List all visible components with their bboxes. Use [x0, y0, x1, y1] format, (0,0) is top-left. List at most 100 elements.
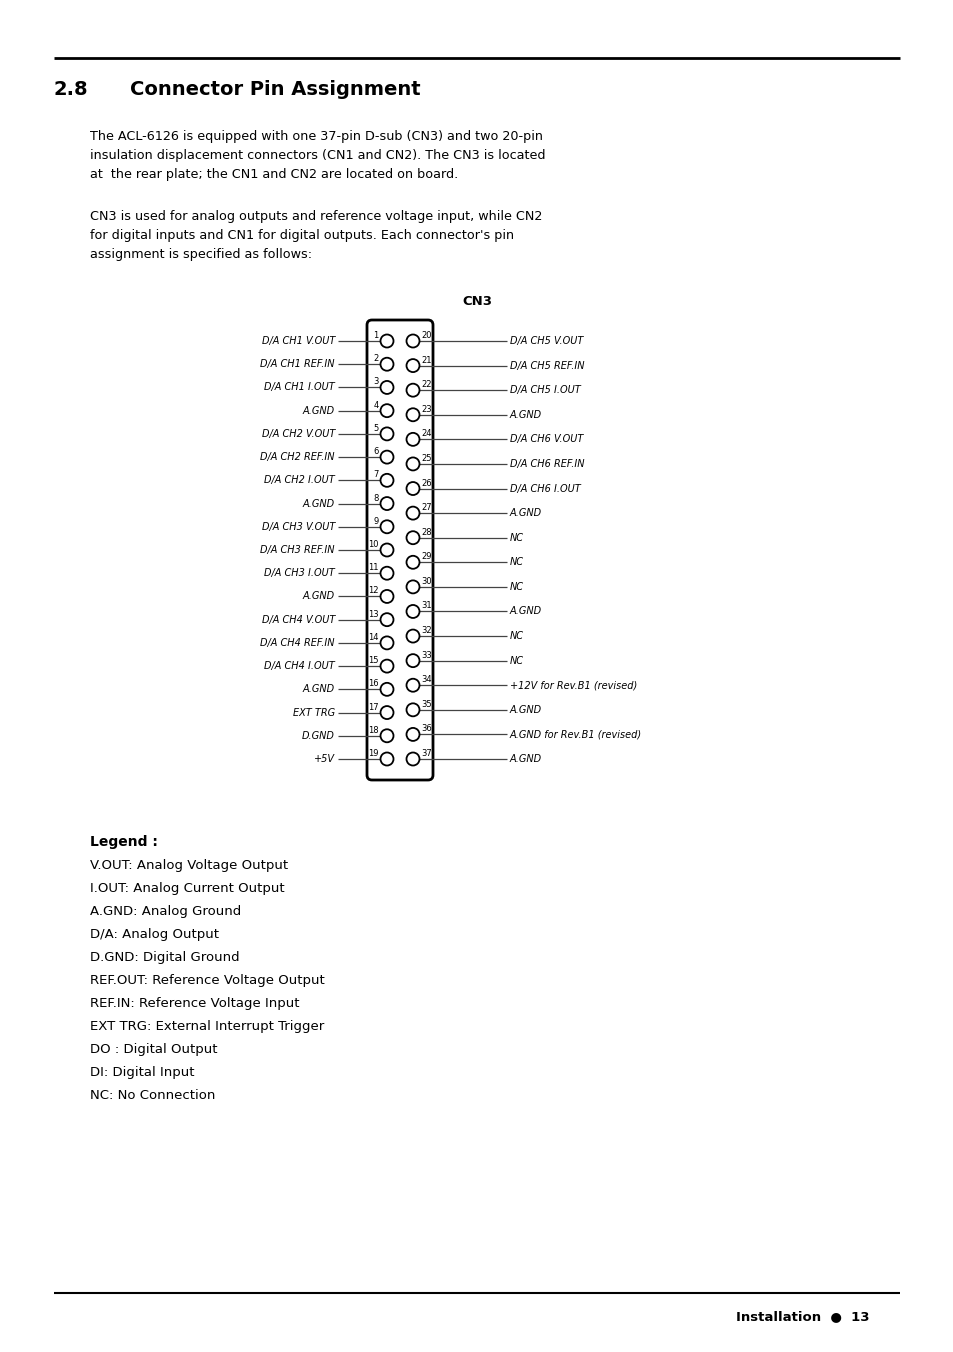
Text: 16: 16 [368, 679, 378, 688]
Circle shape [380, 358, 393, 370]
Text: 24: 24 [421, 430, 432, 438]
Text: REF.OUT: Reference Voltage Output: REF.OUT: Reference Voltage Output [90, 973, 324, 987]
Text: A.GND: A.GND [302, 499, 335, 508]
Text: NC: NC [510, 581, 523, 592]
Text: V.OUT: Analog Voltage Output: V.OUT: Analog Voltage Output [90, 859, 288, 872]
Text: NC: NC [510, 533, 523, 542]
Text: DI: Digital Input: DI: Digital Input [90, 1065, 194, 1079]
Circle shape [380, 473, 393, 487]
Text: 2.8: 2.8 [54, 80, 89, 99]
Text: 19: 19 [368, 749, 378, 758]
Text: D.GND: Digital Ground: D.GND: Digital Ground [90, 950, 239, 964]
Text: D/A CH1 REF.IN: D/A CH1 REF.IN [260, 360, 335, 369]
Text: EXT TRG: External Interrupt Trigger: EXT TRG: External Interrupt Trigger [90, 1019, 324, 1033]
Circle shape [406, 360, 419, 372]
Text: NC: No Connection: NC: No Connection [90, 1088, 215, 1102]
Text: D/A: Analog Output: D/A: Analog Output [90, 927, 219, 941]
Text: A.GND: A.GND [510, 607, 541, 617]
Text: NC: NC [510, 656, 523, 665]
Circle shape [406, 727, 419, 741]
Text: 20: 20 [421, 331, 432, 339]
Text: A.GND: A.GND [510, 754, 541, 764]
Circle shape [406, 433, 419, 446]
Circle shape [406, 630, 419, 642]
Text: A.GND: A.GND [510, 410, 541, 419]
Text: 1: 1 [373, 331, 378, 339]
Circle shape [380, 427, 393, 441]
Circle shape [380, 404, 393, 418]
Text: D/A CH4 I.OUT: D/A CH4 I.OUT [264, 661, 335, 671]
Text: 2: 2 [373, 354, 378, 364]
Text: D/A CH1 I.OUT: D/A CH1 I.OUT [264, 383, 335, 392]
Text: REF.IN: Reference Voltage Input: REF.IN: Reference Voltage Input [90, 996, 299, 1010]
Text: 6: 6 [373, 448, 378, 456]
Circle shape [380, 521, 393, 533]
Circle shape [406, 384, 419, 396]
Circle shape [406, 408, 419, 422]
Text: 31: 31 [421, 602, 432, 611]
Text: Legend :: Legend : [90, 836, 157, 849]
Text: I.OUT: Analog Current Output: I.OUT: Analog Current Output [90, 882, 284, 895]
Circle shape [406, 483, 419, 495]
Text: D/A CH5 REF.IN: D/A CH5 REF.IN [510, 361, 584, 370]
Text: A.GND: A.GND [302, 684, 335, 695]
FancyBboxPatch shape [367, 320, 433, 780]
Text: A.GND: Analog Ground: A.GND: Analog Ground [90, 904, 241, 918]
Text: Connector Pin Assignment: Connector Pin Assignment [130, 80, 420, 99]
Circle shape [380, 450, 393, 464]
Text: D/A CH2 I.OUT: D/A CH2 I.OUT [264, 476, 335, 485]
Circle shape [406, 703, 419, 717]
Circle shape [380, 729, 393, 742]
Circle shape [380, 498, 393, 510]
Text: +12V for Rev.B1 (revised): +12V for Rev.B1 (revised) [510, 680, 637, 691]
Text: The ACL-6126 is equipped with one 37-pin D-sub (CN3) and two 20-pin
insulation d: The ACL-6126 is equipped with one 37-pin… [90, 130, 545, 181]
Circle shape [406, 507, 419, 519]
Text: EXT TRG: EXT TRG [293, 707, 335, 718]
Text: D/A CH5 I.OUT: D/A CH5 I.OUT [510, 385, 580, 395]
Text: 28: 28 [421, 527, 432, 537]
Text: D/A CH2 V.OUT: D/A CH2 V.OUT [261, 429, 335, 439]
Circle shape [380, 753, 393, 765]
Circle shape [380, 589, 393, 603]
Text: D/A CH3 REF.IN: D/A CH3 REF.IN [260, 545, 335, 556]
Text: 9: 9 [373, 516, 378, 526]
Text: D/A CH2 REF.IN: D/A CH2 REF.IN [260, 452, 335, 462]
Text: D/A CH3 I.OUT: D/A CH3 I.OUT [264, 568, 335, 579]
Text: 5: 5 [373, 425, 378, 433]
Text: D/A CH4 REF.IN: D/A CH4 REF.IN [260, 638, 335, 648]
Text: 14: 14 [368, 633, 378, 642]
Text: A.GND: A.GND [302, 591, 335, 602]
Text: 17: 17 [368, 703, 378, 711]
Circle shape [380, 544, 393, 557]
Text: D.GND: D.GND [302, 731, 335, 741]
Text: A.GND: A.GND [510, 508, 541, 518]
Text: DO : Digital Output: DO : Digital Output [90, 1042, 217, 1056]
Text: D/A CH6 V.OUT: D/A CH6 V.OUT [510, 434, 583, 445]
Text: 37: 37 [421, 749, 432, 758]
Text: 3: 3 [373, 377, 378, 387]
Text: 35: 35 [421, 700, 432, 708]
Text: 21: 21 [421, 356, 432, 365]
Text: 26: 26 [421, 479, 432, 488]
Text: 33: 33 [421, 650, 432, 660]
Text: A.GND: A.GND [510, 704, 541, 715]
Circle shape [406, 457, 419, 470]
Circle shape [406, 556, 419, 569]
Circle shape [380, 614, 393, 626]
Text: 18: 18 [368, 726, 378, 734]
Text: 34: 34 [421, 675, 432, 684]
Text: 15: 15 [368, 656, 378, 665]
Text: 4: 4 [373, 400, 378, 410]
Text: A.GND: A.GND [302, 406, 335, 415]
Circle shape [380, 381, 393, 393]
Circle shape [380, 637, 393, 649]
Text: 10: 10 [368, 539, 378, 549]
Text: 36: 36 [421, 725, 432, 733]
Text: NC: NC [510, 631, 523, 641]
Text: CN3 is used for analog outputs and reference voltage input, while CN2
for digita: CN3 is used for analog outputs and refer… [90, 210, 542, 261]
Circle shape [406, 334, 419, 347]
Circle shape [406, 604, 419, 618]
Text: D/A CH5 V.OUT: D/A CH5 V.OUT [510, 337, 583, 346]
Text: 12: 12 [368, 587, 378, 595]
Text: 32: 32 [421, 626, 432, 635]
